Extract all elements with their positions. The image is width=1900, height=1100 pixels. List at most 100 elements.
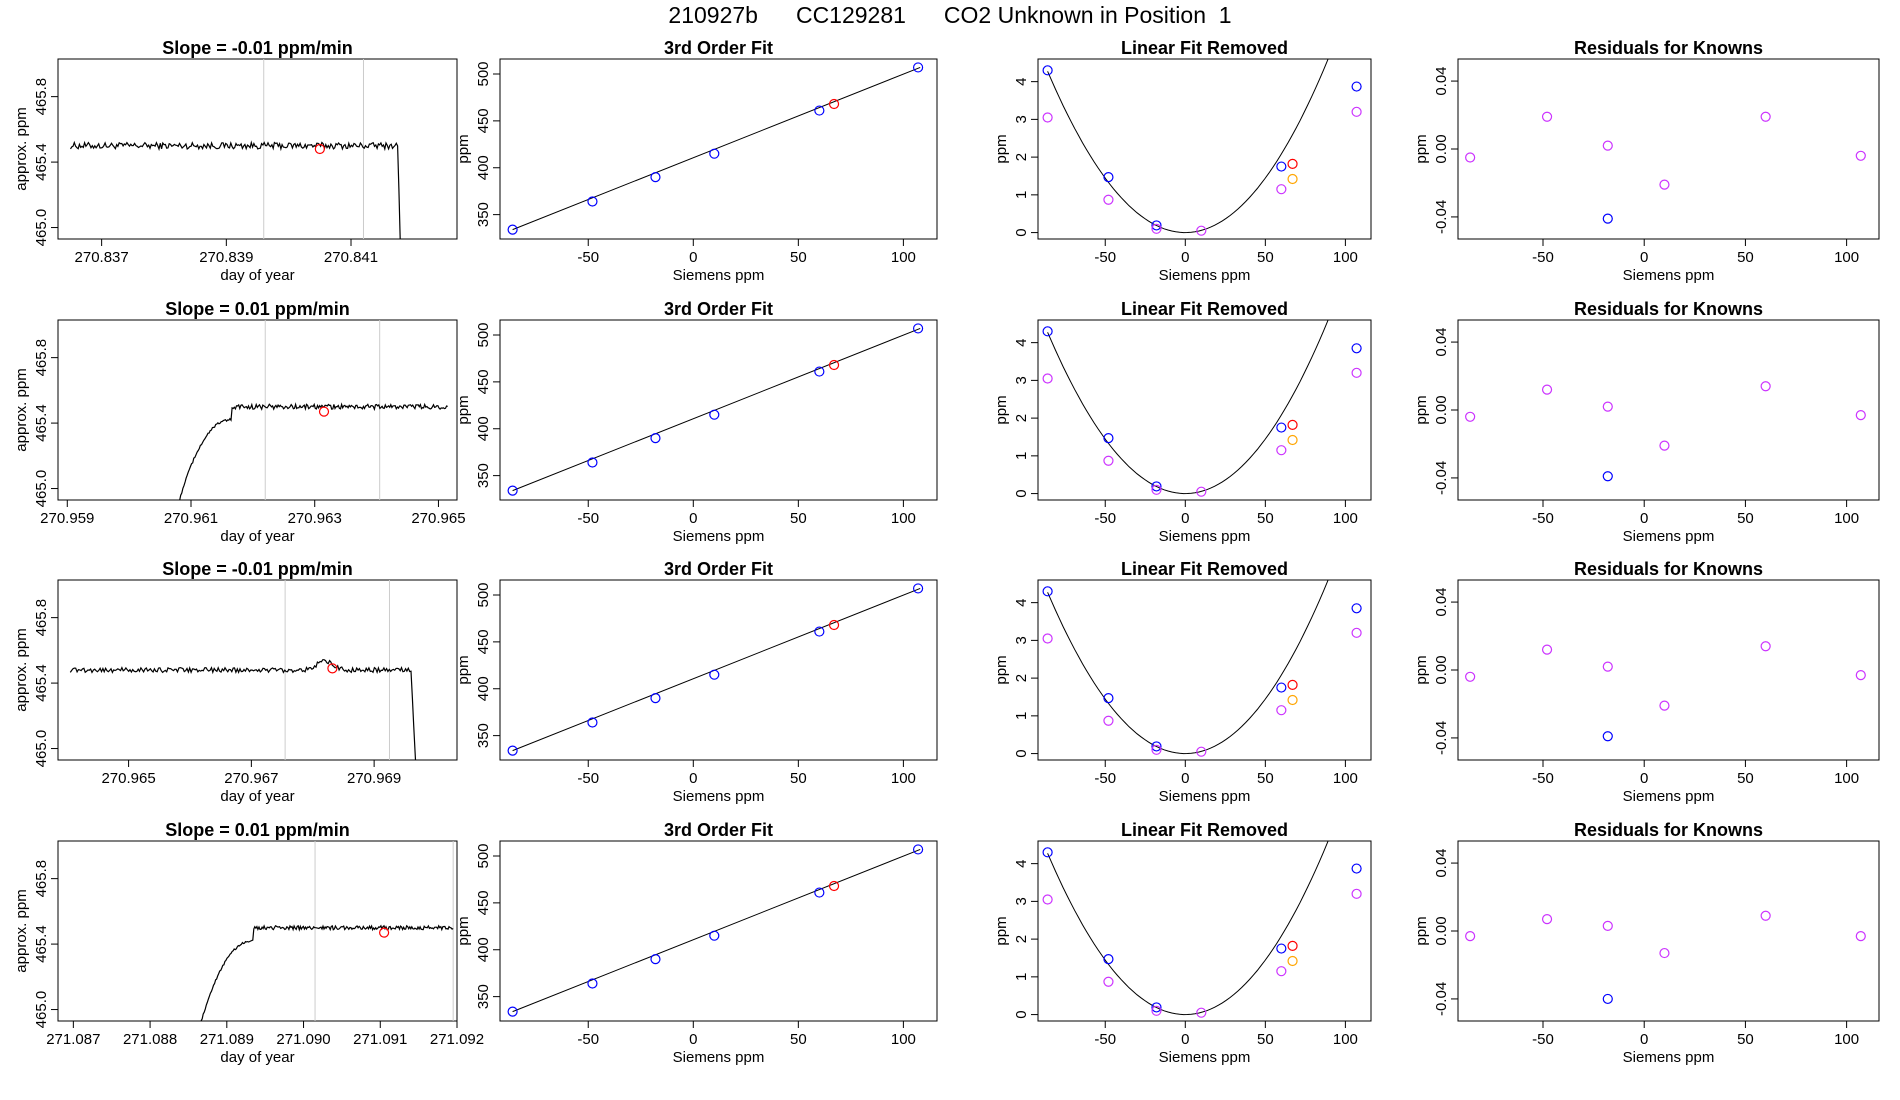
plot-area [507,323,924,496]
x-tick-label: 271.090 [276,1031,330,1048]
y-tick-label: 500 [475,582,492,607]
residual-point [1351,888,1362,899]
residual-point [1659,179,1670,190]
residual-point [1351,627,1362,638]
y-tick-label: 0 [1013,749,1030,757]
y-tick-label: -0.04 [1433,721,1450,755]
residual-point [1351,367,1362,378]
ppm-trace [69,140,401,239]
known-point [1276,161,1287,172]
y-tick-label: 0.04 [1433,848,1450,877]
plot-frame [499,579,938,761]
known-point [1103,954,1114,965]
y-tick-label: 4 [1013,77,1030,85]
y-tick-label: 0.04 [1433,327,1450,356]
known-point [1103,172,1114,183]
cylinder-id: CC129281 [795,2,906,28]
known-point [587,196,598,207]
x-tick-label: 50 [1257,510,1274,527]
y-tick-label: 465.0 [33,209,50,247]
x-tick-label: 50 [790,770,807,787]
residual-point [1602,661,1613,672]
ppm-trace [179,402,448,500]
residual-point [1760,381,1771,392]
y-axis-label: ppm [455,395,472,424]
panel-title: Residuals for Knowns [1574,38,1763,58]
known-point [650,172,661,183]
x-tick-label: 271.089 [200,1031,254,1048]
panel-title: 3rd Order Fit [664,299,773,319]
x-tick-label: 50 [790,1031,807,1048]
y-tick-label: 3 [1013,376,1030,384]
y-tick-label: 2 [1013,414,1030,422]
residual-point [1659,700,1670,711]
x-tick-label: 0 [689,1031,697,1048]
plot-frame [499,319,938,501]
y-tick-label: 465.8 [33,860,50,898]
residual-point [1276,445,1287,456]
x-axis-label: day of year [220,528,294,545]
plot-frame [1457,58,1880,240]
y-tick-label: 4 [1013,598,1030,606]
panel-title: Slope = 0.01 ppm/min [165,299,350,319]
residual-point [1541,644,1553,655]
x-tick-label: 50 [790,249,807,266]
y-axis-label: ppm [1413,916,1430,945]
y-tick-label: 450 [475,890,492,915]
plot-area [1042,320,1362,497]
plot-frame [57,840,458,1022]
panel-title: Residuals for Knowns [1574,299,1763,319]
known-point [912,844,924,855]
panel-title: 3rd Order Fit [664,820,773,840]
known-point [1042,326,1053,337]
plot-frame [1037,579,1372,761]
unknown-point [828,359,840,371]
x-tick-label: 100 [1834,770,1859,787]
orange-point [1287,955,1298,967]
y-tick-label: 350 [475,723,492,748]
y-tick-label: 465.8 [33,78,50,116]
known-point [650,433,661,444]
plot-area [1042,580,1362,757]
y-axis-label: approx. ppm [13,889,30,972]
known-point [1151,481,1162,492]
x-tick-label: 271.088 [123,1031,177,1048]
plot-frame [499,58,938,240]
x-tick-label: 50 [1737,1031,1754,1048]
known-point [709,148,720,159]
residual-point [1541,384,1553,395]
y-tick-label: 4 [1013,338,1030,346]
y-tick-label: 3 [1013,897,1030,905]
x-tick-label: 271.087 [46,1031,100,1048]
known-point [814,626,825,637]
residual-point [1541,914,1553,925]
plot-frame [57,319,458,501]
residual-point [1602,920,1613,932]
x-tick-label: 270.841 [324,249,378,266]
y-tick-label: -0.04 [1433,461,1450,495]
known-point [1602,993,1613,1005]
x-tick-label: 0 [1181,249,1189,266]
known-point [507,224,518,235]
y-tick-label: 1 [1013,973,1030,981]
ppm-trace [69,659,417,760]
y-tick-label: 4 [1013,859,1030,867]
y-tick-label: 1 [1013,452,1030,460]
time-series-row-3: Slope = -0.01 ppm/min 270.965 270.967 270.9… [13,559,458,805]
x-axis-label: day of year [220,267,294,284]
x-tick-label: 50 [1257,249,1274,266]
y-tick-label: 0.00 [1433,655,1450,684]
residual-point [1855,930,1866,942]
y-tick-label: 3 [1013,115,1030,123]
panel-title: Linear Fit Removed [1121,820,1288,840]
x-axis-label: day of year [220,788,294,805]
y-tick-label: -0.04 [1433,200,1450,234]
page-title: 210927b CC129281 CO2 Unknown in Position… [0,2,1900,32]
plot-frame [499,840,938,1022]
y-axis-label: approx. ppm [13,368,30,451]
known-point [587,717,598,728]
x-axis-label: Siemens ppm [1159,267,1251,284]
plot-area [179,320,448,500]
residual-point [1042,373,1053,384]
